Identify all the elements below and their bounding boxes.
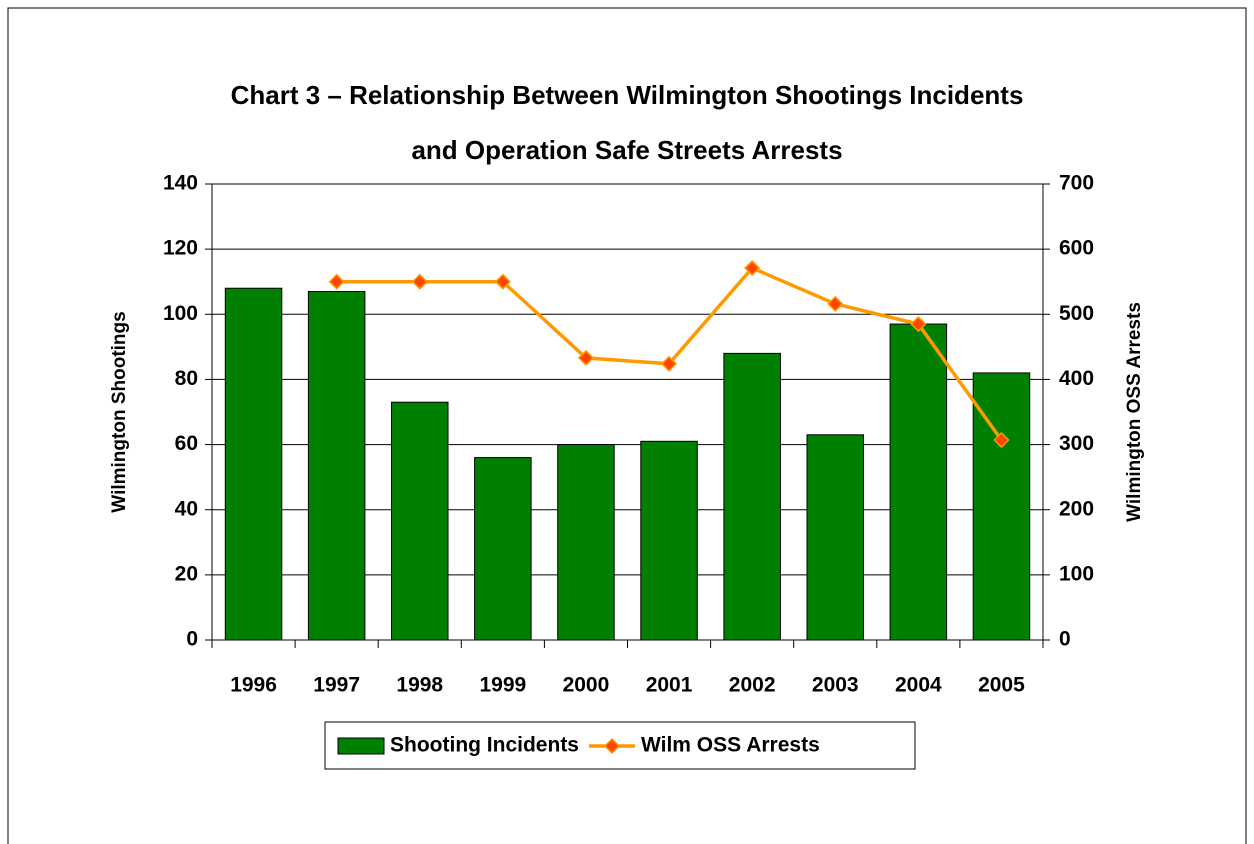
chart-title: Chart 3 – Relationship Between Wilmingto… [231,80,1024,110]
marker [411,273,428,290]
bar [307,290,366,641]
x-tick-label: 1999 [479,674,526,697]
x-tick-label: 1997 [313,674,360,697]
marker [328,273,345,290]
y-tick-label: 100 [163,302,198,325]
y-tick-label: 40 [175,497,198,520]
chart-title: and Operation Safe Streets Arrests [411,135,842,165]
x-tick-label: 2005 [978,674,1025,697]
marker [827,295,844,312]
y-axis-label: Wilmington Shootings [109,311,130,512]
y-tick-label: 120 [163,237,198,260]
bar [806,434,865,641]
legend-swatch [603,737,621,755]
y2-tick-label: 500 [1059,302,1094,325]
y2-axis-label: Wilmington OSS Arrests [1124,302,1145,522]
bar [224,287,283,641]
y2-tick-label: 600 [1059,237,1094,260]
y2-tick-label: 0 [1059,628,1071,651]
x-tick-label: 2001 [646,674,693,697]
bar [723,352,781,641]
y-tick-label: 0 [186,628,198,651]
marker [577,349,595,366]
x-tick-label: 2004 [895,674,942,697]
y-tick-label: 80 [175,367,198,390]
y2-tick-label: 700 [1059,172,1094,195]
frame [7,7,1247,844]
bar [390,401,449,641]
marker [910,315,927,333]
bar [557,444,615,641]
x-tick-label: 1996 [230,674,277,697]
y2-tick-label: 100 [1059,562,1094,585]
marker [494,273,511,290]
y-tick-label: 60 [175,432,198,455]
legend-label: Shooting Incidents [390,734,579,757]
bar [889,323,948,641]
y2-tick-label: 200 [1059,497,1094,520]
bar [972,372,1031,641]
x-tick-label: 2002 [729,674,776,697]
marker [993,431,1010,449]
y-tick-label: 20 [175,562,198,585]
legend-swatch [337,737,385,755]
x-tick-label: 2003 [812,674,859,697]
y2-tick-label: 300 [1059,432,1094,455]
y-tick-label: 140 [163,172,198,195]
bar [474,457,532,641]
x-tick-label: 1998 [396,674,443,697]
marker [744,259,761,277]
x-tick-label: 2000 [563,674,610,697]
bar [640,440,698,641]
legend-label: Wilm OSS Arrests [641,734,820,757]
y2-tick-label: 400 [1059,367,1094,390]
marker [660,355,678,372]
